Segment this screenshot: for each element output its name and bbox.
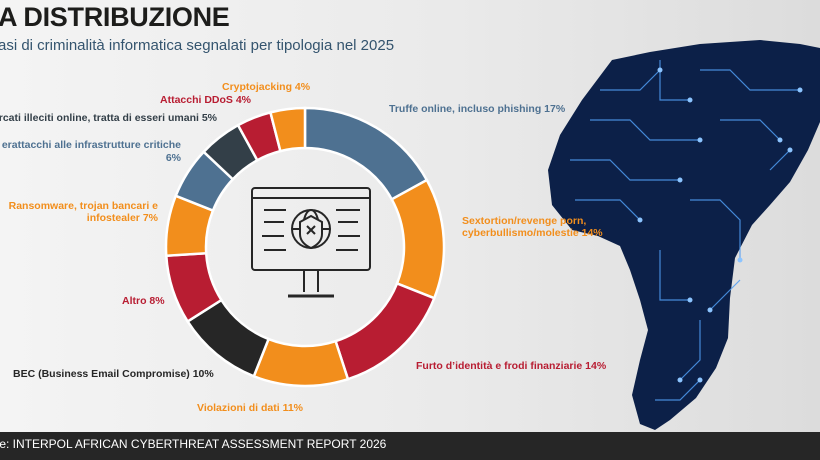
donut-slice <box>252 337 350 388</box>
slice-label: Altro 8% <box>122 295 165 307</box>
slice-label: Ransomware, trojan bancari e <box>9 200 159 212</box>
monitor-cyber-shield-icon <box>251 187 371 298</box>
slice-label: Violazioni di dati 11% <box>197 402 304 414</box>
slice-label: rcati illeciti online, tratta di esseri … <box>0 112 218 124</box>
slice-label: cyberbullismo/molestie 14% <box>462 227 603 239</box>
slice-label: Sextortion/revenge porn, <box>462 215 586 227</box>
slice-label: BEC (Business Email Compromise) 10% <box>13 368 214 380</box>
footer-bar <box>0 432 820 460</box>
slice-label: Truffe online, incluso phishing 17% <box>389 103 566 115</box>
page-title: A DISTRIBUZIONE <box>0 2 230 32</box>
slice-label: 6% <box>166 152 182 164</box>
slice-label: infostealer 7% <box>87 212 159 224</box>
source-note: te: INTERPOL AFRICAN CYBERTHREAT ASSESSM… <box>0 437 387 451</box>
donut-labels: Truffe online, incluso phishing 17% Sexto… <box>0 81 607 414</box>
donut-slice <box>390 178 446 300</box>
slice-label: erattacchi alle infrastrutture critiche <box>2 139 181 151</box>
donut-chart: Truffe online, incluso phishing 17% Sexto… <box>0 40 820 430</box>
page-subtitle: asi di criminalità informatica segnalati… <box>0 37 395 54</box>
slice-label: Furto d’identità e frodi finanziarie 14% <box>416 360 607 372</box>
donut-slice <box>303 106 429 202</box>
slice-label: Cryptojacking 4% <box>222 81 311 93</box>
donut-slice <box>268 106 307 153</box>
donut-slices <box>164 106 446 388</box>
slice-label: Attacchi DDoS 4% <box>160 94 252 106</box>
africa-circuit-map-icon <box>548 40 820 430</box>
